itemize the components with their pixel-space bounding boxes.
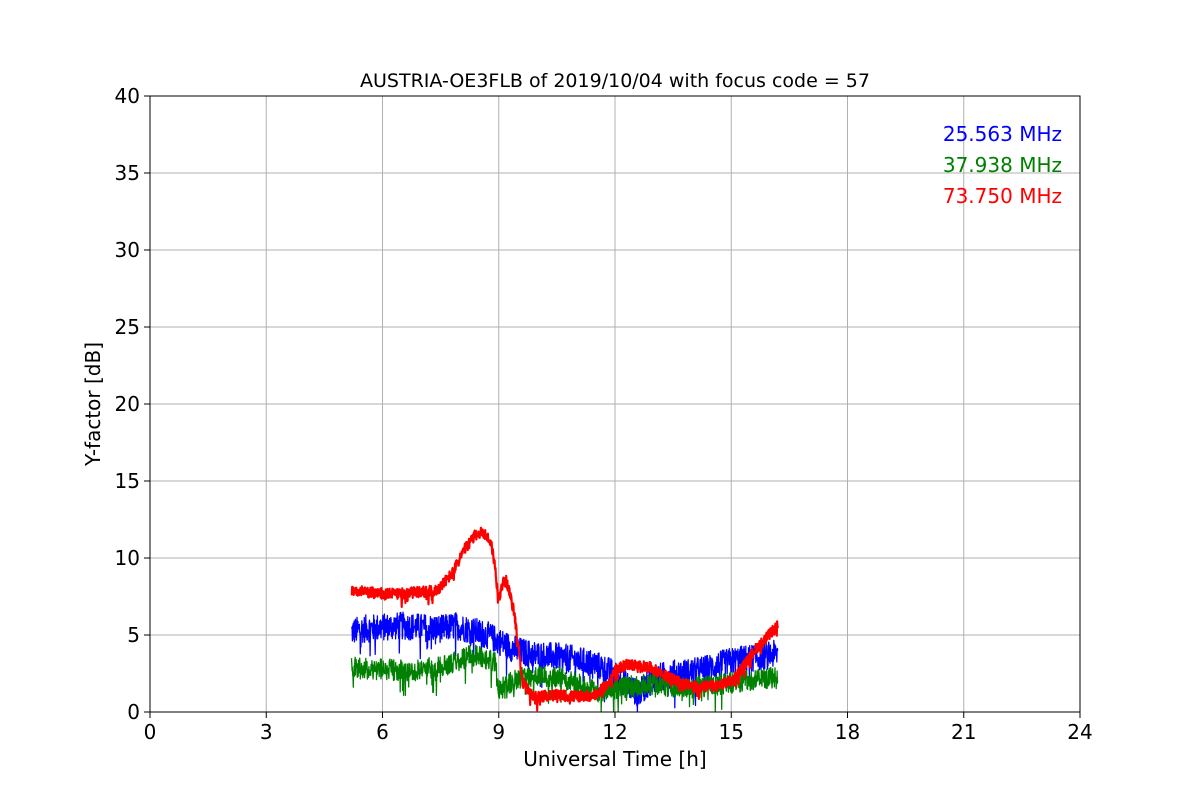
y-tick-label: 20 [115, 392, 140, 416]
series-line-2 [350, 644, 779, 713]
grid [149, 95, 1081, 713]
y-tick-label: 10 [115, 546, 140, 570]
x-tick-label: 6 [376, 720, 389, 744]
x-tick-label: 12 [602, 720, 627, 744]
chart-title: AUSTRIA-OE3FLB of 2019/10/04 with focus … [360, 70, 870, 92]
x-axis-label: Universal Time [h] [523, 747, 706, 771]
y-tick-label: 0 [127, 700, 140, 724]
y-tick-label: 25 [115, 315, 140, 339]
series-line-3 [350, 526, 779, 712]
legend-entry-3: 73.750 MHz [943, 184, 1062, 208]
x-tick-label: 9 [492, 720, 505, 744]
x-tick-label: 18 [835, 720, 860, 744]
y-tick-label: 40 [115, 84, 140, 108]
series-layer [350, 526, 779, 713]
x-tick-label: 21 [951, 720, 976, 744]
x-tick-label: 15 [719, 720, 744, 744]
x-axis: 0 3 6 9 12 15 18 21 24 [144, 712, 1093, 744]
y-tick-label: 35 [115, 161, 140, 185]
x-tick-label: 0 [144, 720, 157, 744]
legend-entry-2: 37.938 MHz [943, 153, 1062, 177]
legend: 25.563 MHz 37.938 MHz 73.750 MHz [943, 122, 1062, 208]
x-tick-label: 3 [260, 720, 273, 744]
y-tick-label: 5 [127, 623, 140, 647]
x-tick-label: 24 [1067, 720, 1092, 744]
y-axis-label: Y-factor [dB] [81, 342, 105, 467]
series-line-1 [350, 611, 779, 713]
y-tick-label: 30 [115, 238, 140, 262]
legend-entry-1: 25.563 MHz [943, 122, 1062, 146]
y-tick-label: 15 [115, 469, 140, 493]
y-axis: 0 5 10 15 20 25 30 35 40 [115, 84, 150, 724]
